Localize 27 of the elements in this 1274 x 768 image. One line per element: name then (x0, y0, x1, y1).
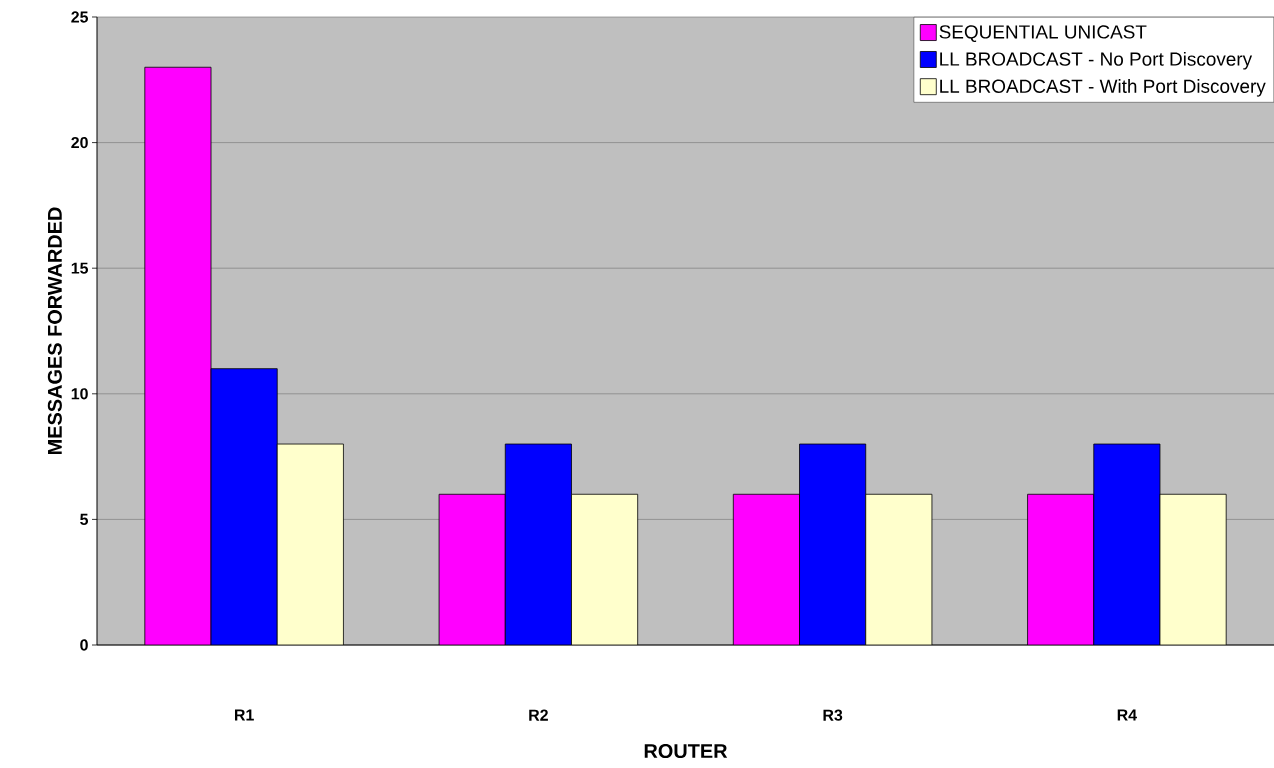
bar (504, 443, 572, 645)
bar (1027, 493, 1095, 645)
x-tick-label: R3 (823, 709, 843, 721)
legend-label: LL BROADCAST - No Port Discovery (940, 51, 1253, 70)
y-tick-label: 0 (80, 639, 88, 651)
legend-label: SEQUENTIAL UNICAST (939, 25, 1147, 42)
bar (799, 443, 867, 645)
legend-label: LL BROADCAST - With Port Discovery (940, 79, 1266, 97)
x-tick-label: R2 (529, 709, 548, 721)
bar (438, 493, 506, 645)
x-axis-title: ROUTER (644, 743, 728, 759)
y-tick-label: 10 (71, 388, 88, 400)
bar (732, 493, 800, 645)
x-tick-label: R4 (1117, 709, 1137, 721)
bar (571, 493, 639, 645)
y-tick-label: 15 (71, 262, 89, 274)
x-tick-label: R1 (235, 709, 254, 721)
y-tick-label: 5 (80, 513, 89, 525)
bar (276, 443, 344, 645)
bar (1093, 443, 1161, 645)
y-tick-label: 25 (71, 11, 89, 23)
y-axis-title: MESSAGES FORWARDED (47, 207, 62, 455)
bar (144, 66, 212, 645)
bar (865, 493, 933, 645)
bar (1159, 493, 1227, 645)
y-tick-label: 20 (71, 136, 88, 149)
bar (210, 368, 278, 645)
